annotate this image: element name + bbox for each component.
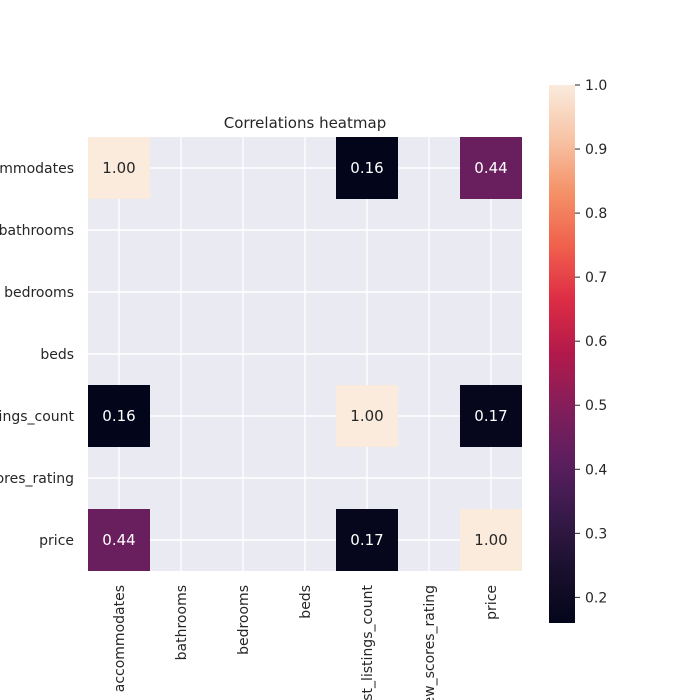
row-label: beds (40, 347, 74, 363)
cell-value-label: 1.00 (350, 407, 383, 425)
heatmap-cell (88, 385, 150, 447)
cell-value-label: 0.44 (474, 159, 507, 177)
colorbar-tick-label: 0.9 (585, 142, 607, 158)
row-label: review_scores_rating (0, 471, 74, 487)
cell-value-label: 1.00 (102, 159, 135, 177)
colorbar-tick-label: 0.6 (585, 334, 607, 350)
col-label: bathrooms (174, 585, 190, 660)
cell-value-label: 1.00 (474, 531, 507, 549)
row-label: accommodates (0, 161, 74, 177)
heatmap-cell (336, 509, 398, 571)
colorbar-tick-label: 0.7 (585, 270, 607, 286)
colorbar-tick-label: 0.3 (585, 526, 607, 542)
col-label: review_scores_rating (422, 585, 438, 700)
colorbar-tick-label: 1.0 (585, 78, 607, 94)
heatmap-cell (460, 385, 522, 447)
col-label: bedrooms (236, 585, 252, 655)
colorbar: 0.2 0.3 0.4 0.5 0.6 0.7 0.8 0.9 1.0 (549, 78, 607, 623)
cell-value-label: 0.44 (102, 531, 135, 549)
col-label: beds (298, 585, 314, 619)
heatmap-cell (336, 385, 398, 447)
row-label: bathrooms (0, 223, 74, 239)
cell-value-label: 0.16 (350, 159, 383, 177)
cell-value-label: 0.17 (350, 531, 383, 549)
chart-title: Correlations heatmap (224, 114, 386, 132)
plot-area: 1.00 0.16 0.44 0.16 1.00 0.17 0.44 0.17 1.00 (88, 137, 522, 571)
colorbar-tick-label: 0.5 (585, 398, 607, 414)
heatmap-cell (460, 137, 522, 199)
col-label: accommodates (112, 585, 128, 692)
colorbar-gradient (549, 85, 575, 623)
row-labels: accommodates bathrooms bedrooms beds host_li… (0, 161, 75, 549)
heatmap-cell (460, 509, 522, 571)
row-label: bedrooms (4, 285, 74, 301)
cell-value-label: 0.17 (474, 407, 507, 425)
col-labels: accommodates bathrooms bedrooms beds host_li… (112, 584, 500, 700)
heatmap-cell (88, 137, 150, 199)
row-label: host_listings_count (0, 409, 75, 425)
heatmap-cell (336, 137, 398, 199)
row-label: price (39, 533, 74, 549)
colorbar-tick-label: 0.8 (585, 206, 607, 222)
col-label: price (484, 585, 500, 620)
colorbar-tick-label: 0.2 (585, 590, 607, 606)
col-label: host_listings_count (360, 584, 376, 700)
colorbar-tick-label: 0.4 (585, 462, 607, 478)
heatmap-cell (88, 509, 150, 571)
cell-value-label: 0.16 (102, 407, 135, 425)
